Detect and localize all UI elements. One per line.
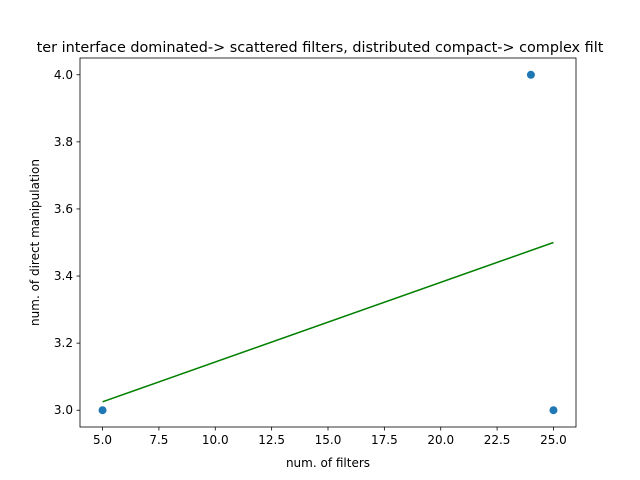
- y-tick-label: 3.6: [54, 202, 73, 216]
- data-point: [526, 70, 535, 79]
- y-tick-label: 4.0: [54, 68, 73, 82]
- y-tick-label: 3.0: [54, 403, 73, 417]
- x-tick-label: 5.0: [93, 433, 112, 447]
- y-tick-label: 3.4: [54, 269, 73, 283]
- data-point: [98, 406, 107, 415]
- plot-frame: [79, 57, 577, 428]
- chart-title: ter interface dominated-> scattered filt…: [37, 40, 604, 56]
- x-tick-label: 15.0: [315, 433, 342, 447]
- y-tick-label: 3.8: [54, 135, 73, 149]
- x-axis-ticks: 5.0 7.5 10.0 12.5 15.0 17.5 20.0 22.5 25.0: [93, 427, 567, 447]
- x-tick-label: 10.0: [202, 433, 229, 447]
- points-layer: [98, 70, 558, 415]
- x-tick-label: 22.5: [484, 433, 511, 447]
- y-tick-label: 3.2: [54, 336, 73, 350]
- x-tick-label: 17.5: [371, 433, 398, 447]
- x-axis-label: num. of filters: [286, 456, 370, 470]
- trend-line-layer: [102, 241, 554, 403]
- x-tick-label: 20.0: [427, 433, 454, 447]
- data-point: [549, 406, 558, 415]
- y-axis-ticks: 3.0 3.2 3.4 3.6 3.8 4.0: [54, 68, 80, 417]
- y-axis-label: num. of direct manipulation: [28, 159, 42, 326]
- trend-line: [102, 241, 554, 403]
- x-tick-label: 7.5: [149, 433, 168, 447]
- x-tick-label: 25.0: [540, 433, 567, 447]
- x-tick-label: 12.5: [258, 433, 285, 447]
